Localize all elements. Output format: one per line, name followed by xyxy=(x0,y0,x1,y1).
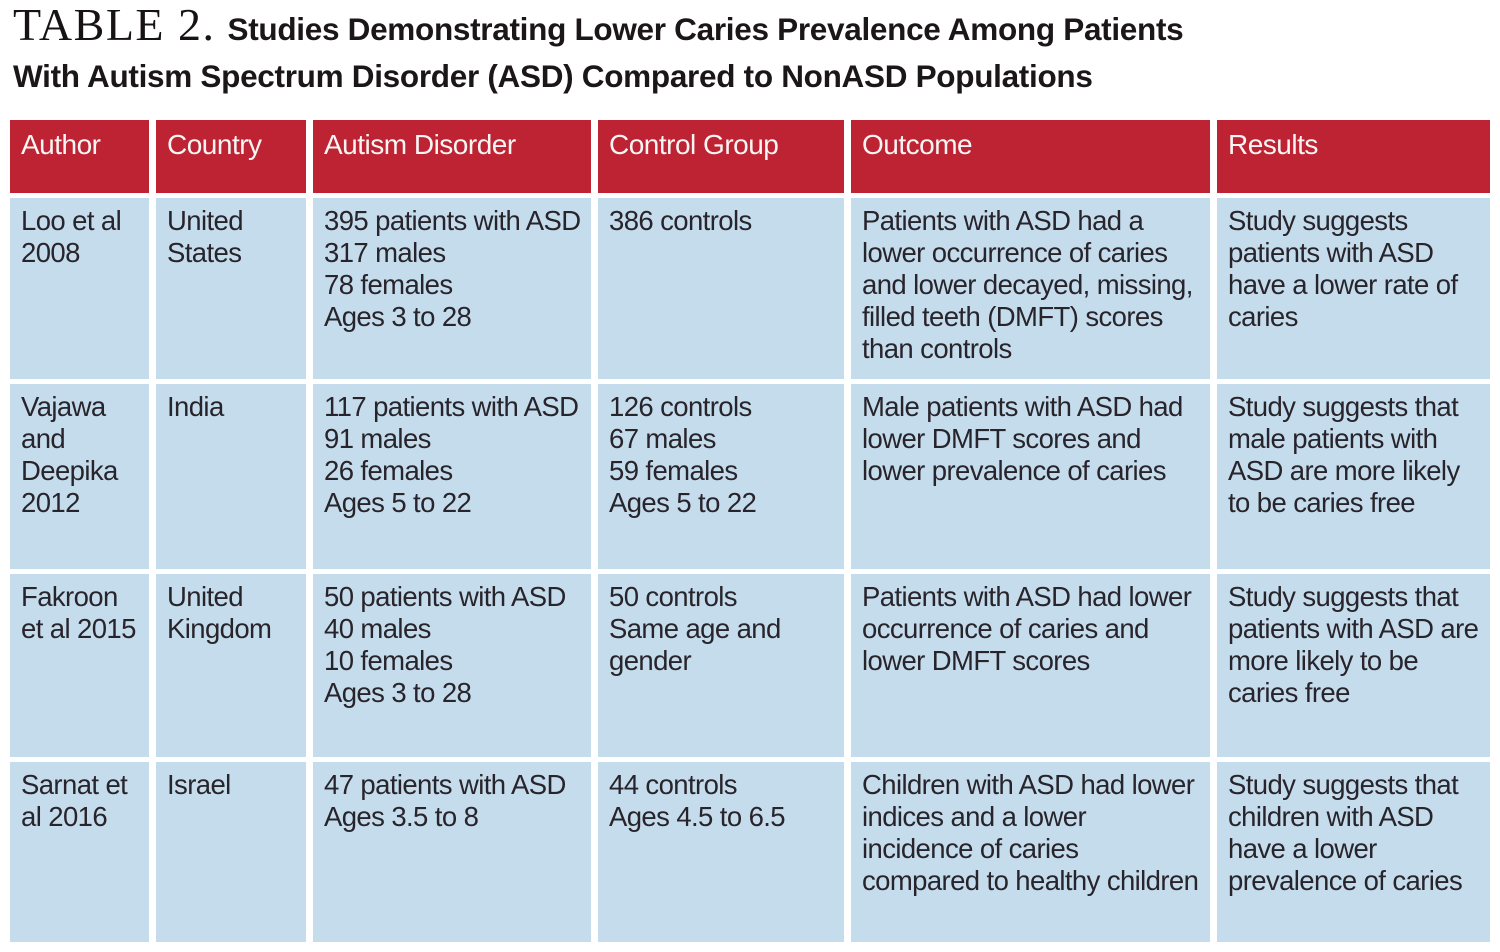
studies-table: Author Country Autism Disorder Control G… xyxy=(10,120,1490,942)
cell-author: Vajawa and Deepika 2012 xyxy=(10,384,149,569)
cell-control-group: 44 controls Ages 4.5 to 6.5 xyxy=(598,762,844,942)
cell-country: United States xyxy=(156,198,306,379)
cell-results: Study suggests that male patients with A… xyxy=(1217,384,1490,569)
cell-outcome: Children with ASD had lower indices and … xyxy=(851,762,1210,942)
cell-autism-disorder: 395 patients with ASD 317 males 78 femal… xyxy=(313,198,591,379)
cell-author: Fakroon et al 2015 xyxy=(10,574,149,757)
column-header-author: Author xyxy=(10,120,149,193)
cell-country: India xyxy=(156,384,306,569)
cell-author: Sarnat et al 2016 xyxy=(10,762,149,942)
cell-autism-disorder: 50 patients with ASD 40 males 10 females… xyxy=(313,574,591,757)
cell-outcome: Patients with ASD had lower occurrence o… xyxy=(851,574,1210,757)
cell-control-group: 50 controls Same age and gender xyxy=(598,574,844,757)
cell-author: Loo et al 2008 xyxy=(10,198,149,379)
cell-outcome: Male patients with ASD had lower DMFT sc… xyxy=(851,384,1210,569)
cell-results: Study suggests that patients with ASD ar… xyxy=(1217,574,1490,757)
page-title: Studies Demonstrating Lower Caries Preva… xyxy=(13,11,1184,94)
cell-control-group: 126 controls 67 males 59 females Ages 5 … xyxy=(598,384,844,569)
cell-results: Study suggests that children with ASD ha… xyxy=(1217,762,1490,942)
column-header-outcome: Outcome xyxy=(851,120,1210,193)
column-header-results: Results xyxy=(1217,120,1490,193)
cell-country: United Kingdom xyxy=(156,574,306,757)
table-title: TABLE 2. Studies Demonstrating Lower Cari… xyxy=(13,2,1463,103)
column-header-autism-disorder: Autism Disorder xyxy=(313,120,591,193)
cell-results: Study suggests patients with ASD have a … xyxy=(1217,198,1490,379)
cell-autism-disorder: 117 patients with ASD 91 males 26 female… xyxy=(313,384,591,569)
cell-outcome: Patients with ASD had a lower occurrence… xyxy=(851,198,1210,379)
cell-country: Israel xyxy=(156,762,306,942)
table-number-label: TABLE 2. xyxy=(13,0,216,50)
cell-control-group: 386 controls xyxy=(598,198,844,379)
cell-autism-disorder: 47 patients with ASD Ages 3.5 to 8 xyxy=(313,762,591,942)
column-header-country: Country xyxy=(156,120,306,193)
column-header-control-group: Control Group xyxy=(598,120,844,193)
